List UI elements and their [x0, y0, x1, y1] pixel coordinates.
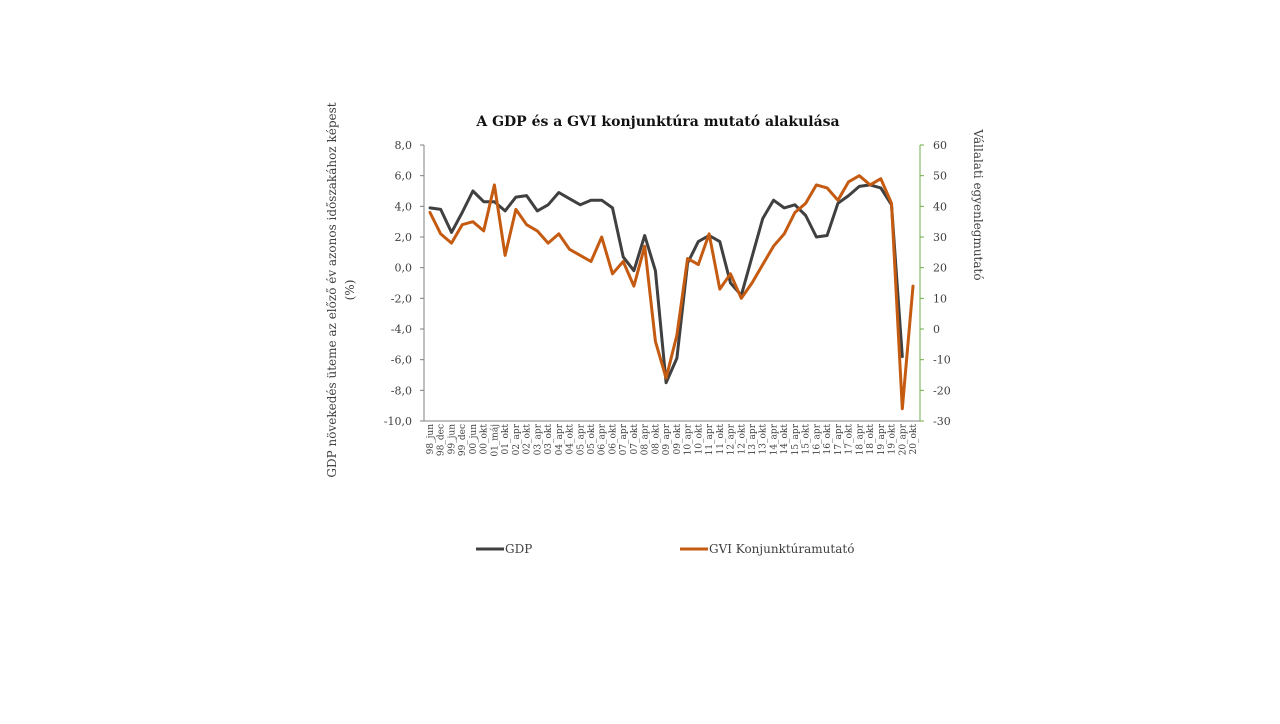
x-tick-label: 09_okt: [673, 424, 683, 455]
x-tick-label: 08_okt: [651, 424, 661, 455]
left-tick-label: -8,0: [391, 384, 412, 397]
x-tick-label: 98_jun: [426, 424, 436, 455]
x-tick-label: 02_okt: [523, 424, 533, 455]
x-tick-label: 04_okt: [566, 424, 576, 455]
series-line-gvi: [428, 174, 915, 411]
left-tick-label: -2,0: [391, 292, 412, 305]
x-tick-label: 20_apr: [898, 423, 908, 455]
x-tick-label: 14_okt: [780, 424, 790, 455]
x-tick-label: 13_okt: [759, 424, 769, 455]
x-tick-label: 07_okt: [630, 424, 640, 455]
right-tick-label: 20: [933, 262, 947, 275]
x-tick-label: 15_okt: [802, 424, 812, 455]
x-tick-label: 05_okt: [587, 424, 597, 455]
right-tick-label: -20: [933, 384, 951, 397]
x-tick-label: 03_apr: [533, 423, 543, 455]
x-tick-label: 04_apr: [555, 423, 565, 455]
x-tick-label: 11_okt: [716, 424, 726, 455]
right-tick-label: 40: [933, 200, 947, 213]
x-tick-label: 07_apr: [619, 423, 629, 455]
x-tick-label: 98_dec: [437, 424, 447, 456]
left-axis-title-unit: (%): [343, 280, 357, 301]
right-tick-label: 0: [933, 323, 940, 336]
series-line-gdp: [428, 183, 904, 385]
x-tick-label: 19_apr: [877, 423, 887, 455]
right-tick-label: 60: [933, 139, 947, 152]
x-tick-label: 16_apr: [812, 423, 822, 455]
right-tick-label: 30: [933, 231, 947, 244]
left-tick-label: 4,0: [395, 200, 413, 213]
left-axis-title: GDP növekedés üteme az előző év azonos i…: [325, 102, 339, 477]
x-tick-label: 05_apr: [576, 423, 586, 455]
x-tick-label: 18_apr: [855, 423, 865, 455]
left-tick-label: 0,0: [395, 262, 413, 275]
legend-label-gdp: GDP: [505, 542, 532, 556]
right-axis-title: Vállalati egyenlegmutató: [971, 128, 985, 280]
x-tick-label: 19_okt: [888, 424, 898, 455]
x-tick-label: 00_jun: [469, 424, 479, 455]
legend-label-gvi: GVI Konjunktúramutató: [709, 542, 854, 556]
x-tick-label: 12_apr: [727, 423, 737, 455]
x-tick-label: 06_apr: [598, 423, 608, 455]
x-tick-label: 11_apr: [705, 423, 715, 455]
x-tick-label: 99_dec: [458, 424, 468, 456]
left-tick-label: -10,0: [384, 415, 412, 428]
x-tick-label: 18_okt: [866, 424, 876, 455]
x-tick-label: 15_apr: [791, 423, 801, 455]
left-tick-label: -4,0: [391, 323, 412, 336]
left-tick-label: 6,0: [395, 170, 413, 183]
right-tick-label: -30: [933, 415, 951, 428]
x-tick-label: 09_apr: [662, 423, 672, 455]
x-tick-label: 02_apr: [512, 423, 522, 455]
x-tick-label: 99_jun: [447, 424, 457, 455]
x-tick-label: 12_okt: [737, 424, 747, 455]
x-tick-label: 17_apr: [834, 423, 844, 455]
x-tick-label: 13_apr: [748, 423, 758, 455]
x-tick-label: 06_okt: [608, 424, 618, 455]
right-tick-label: -10: [933, 354, 951, 367]
x-tick-label: 08_apr: [641, 423, 651, 455]
x-tick-label: 16_okt: [823, 424, 833, 455]
x-tick-label: 20_okt: [909, 424, 919, 455]
left-tick-label: 2,0: [395, 231, 413, 244]
right-tick-label: 50: [933, 170, 947, 183]
left-tick-label: 8,0: [395, 139, 413, 152]
x-tick-label: 10_okt: [694, 424, 704, 455]
x-tick-label: 00_okt: [480, 424, 490, 455]
x-tick-label: 01_máj: [489, 424, 500, 457]
right-tick-label: 10: [933, 292, 947, 305]
x-tick-label: 10_apr: [684, 423, 694, 455]
x-tick-label: 17_okt: [845, 424, 855, 455]
chart-title: A GDP és a GVI konjunktúra mutató alakul…: [475, 114, 839, 130]
x-tick-label: 01_okt: [501, 424, 511, 455]
left-tick-label: -6,0: [391, 354, 412, 367]
x-tick-label: 14_apr: [769, 423, 779, 455]
x-tick-label: 03_okt: [544, 424, 554, 455]
